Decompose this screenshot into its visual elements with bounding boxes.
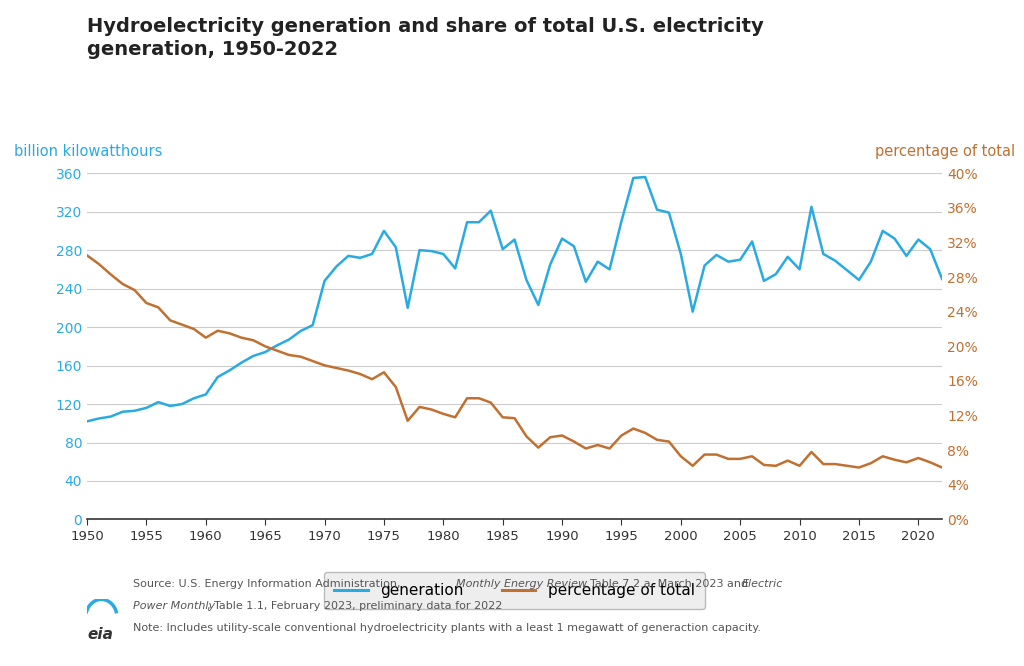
Text: Note: Includes utility-scale conventional hydroelectricity plants with a least 1: Note: Includes utility-scale conventiona…	[133, 623, 761, 633]
Text: Monthly Energy Review: Monthly Energy Review	[456, 579, 587, 589]
Legend: generation, percentage of total: generation, percentage of total	[324, 572, 706, 609]
Text: Power Monthly: Power Monthly	[133, 601, 215, 611]
Text: Source: U.S. Energy Information Administration,: Source: U.S. Energy Information Administ…	[133, 579, 404, 589]
Text: percentage of total: percentage of total	[874, 145, 1015, 159]
Text: , Table 1.1, February 2023, preliminary data for 2022: , Table 1.1, February 2023, preliminary …	[207, 601, 502, 611]
Text: eia: eia	[87, 627, 113, 642]
Text: billion kilowatthours: billion kilowatthours	[14, 145, 163, 159]
Text: Electric: Electric	[741, 579, 782, 589]
Text: Hydroelectricity generation and share of total U.S. electricity
generation, 1950: Hydroelectricity generation and share of…	[87, 17, 764, 59]
Text: , Table 7.2.a, March 2023 and: , Table 7.2.a, March 2023 and	[583, 579, 752, 589]
